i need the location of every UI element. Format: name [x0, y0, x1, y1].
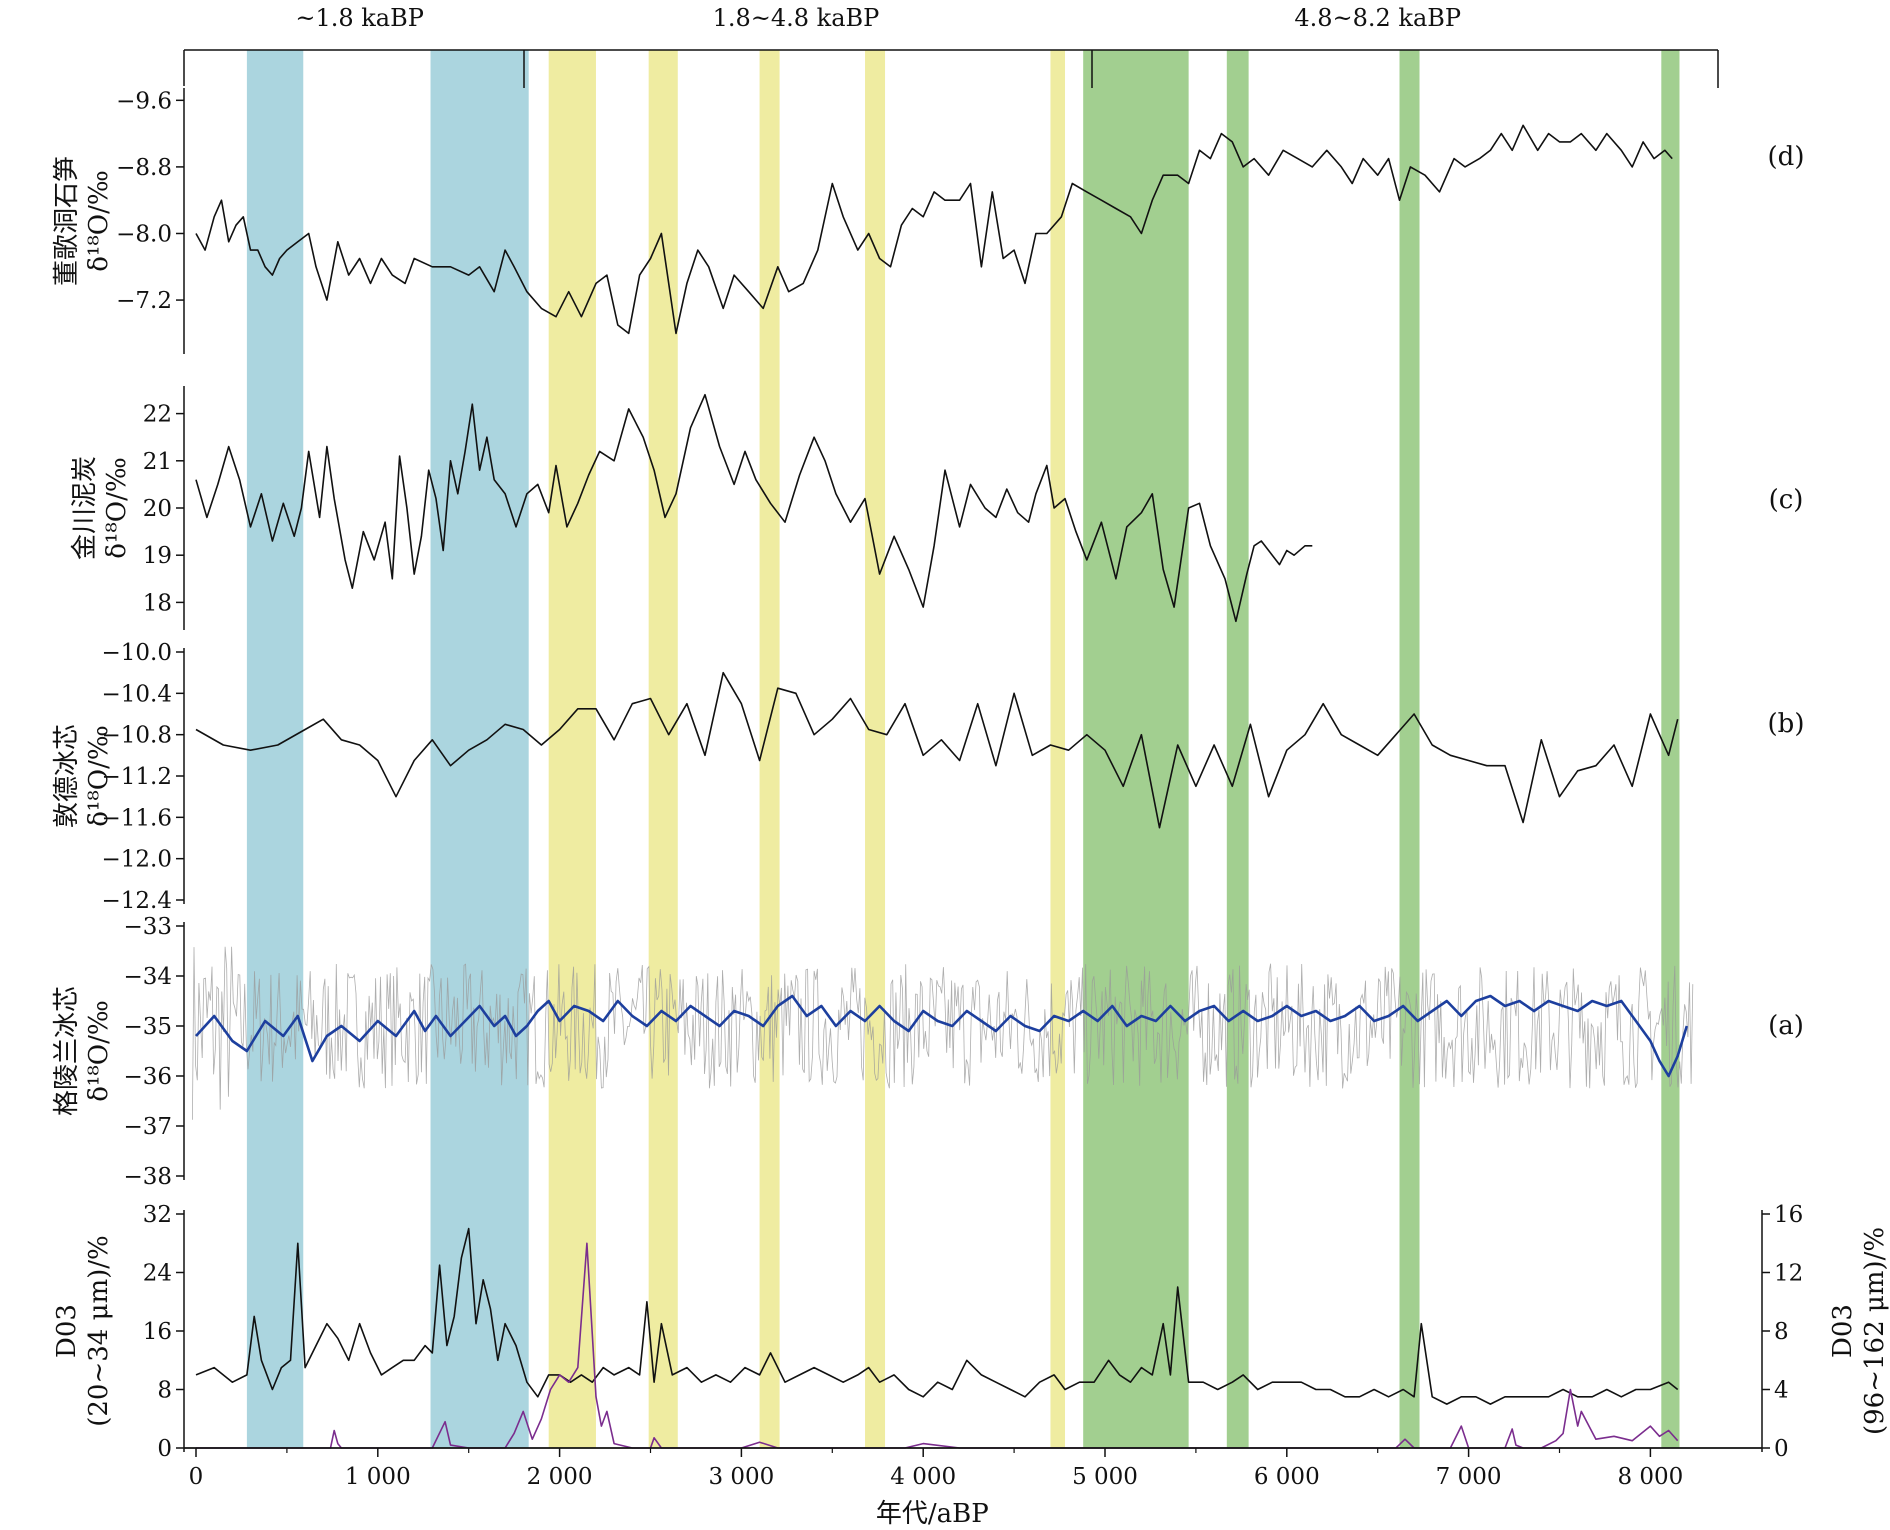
- panel-c-y-axis-tick-label-5: 22: [143, 402, 172, 428]
- x-tick-label-8: 7 000: [1436, 1464, 1502, 1490]
- panel-c-y-axis-tick-label-1: 18: [143, 590, 172, 616]
- panel-c-y-label-line-1: 金川泥炭: [70, 456, 100, 560]
- x-tick-label-2: 1 000: [345, 1464, 411, 1490]
- panel-c-y-label: 金川泥炭 δ¹⁸O/‰: [70, 456, 132, 560]
- panel-d03-y-axis-right-tick-label-1: 0: [1774, 1436, 1789, 1462]
- panel-a-y-label-line-1: 格陵兰冰芯: [52, 986, 82, 1116]
- panel-d03-y-label: D03 (20~34 μm)/%: [52, 1235, 114, 1427]
- shaded-band-6: [865, 50, 886, 1448]
- panel-d-series-1: [195, 124, 1673, 335]
- shaded-band-4: [648, 50, 678, 1448]
- panel-d: −7.2 −8.0 −8.8 −9.6 董歌洞石笋 δ¹⁸O/‰ (d): [52, 88, 1804, 354]
- panel-d03-y-axis-tick-label-5: 32: [143, 1202, 172, 1228]
- panel-a-y-label-line-2: δ¹⁸O/‰: [84, 1000, 114, 1101]
- panel-c-series-1: [195, 393, 1313, 623]
- panel-d03-y-axis-tick-label-3: 16: [143, 1319, 172, 1345]
- x-tick-label-5: 4 000: [890, 1464, 956, 1490]
- panel-a-y-label: 格陵兰冰芯 δ¹⁸O/‰: [52, 986, 114, 1116]
- panel-d-y-label-line-1: 董歌洞石笋: [52, 156, 82, 286]
- panel-c-y-axis: 18 19 20 21 22: [143, 386, 185, 630]
- panel-c-y-axis-tick-label-3: 20: [143, 496, 172, 522]
- x-tick-label-4: 3 000: [708, 1464, 774, 1490]
- shaded-bands: [246, 50, 1680, 1448]
- x-tick-label-6: 5 000: [1072, 1464, 1138, 1490]
- panel-a-y-axis-tick-label-2: −34: [123, 964, 172, 990]
- panel-d03-y-axis-right-tick-label-2: 4: [1774, 1378, 1789, 1404]
- panel-b-tag: (b): [1768, 709, 1805, 739]
- panel-b-y-axis-tick-label-5: −11.6: [102, 805, 172, 831]
- panel-b-y-label-line-2: δ¹⁸O/‰: [84, 725, 114, 826]
- panel-d03-y-label-right: D03 (96~162 μm)/%: [1828, 1227, 1890, 1435]
- panel-b-y-axis-tick-label-1: −10.0: [102, 640, 172, 666]
- panel-d03-y-axis-tick-label-2: 8: [157, 1378, 172, 1404]
- panel-d-y-axis-tick-label-2: −8.0: [116, 221, 172, 247]
- panel-c-y-axis-tick-label-2: 19: [143, 543, 172, 569]
- panel-d-y-axis: −7.2 −8.0 −8.8 −9.6: [116, 88, 185, 354]
- x-axis: 0 1 000 2 000 3 000 4 000 5 000 6 000 7 000 8 00…: [184, 1447, 1762, 1529]
- panel-d03-y-axis: 0 8 16 24 32: [143, 1202, 185, 1462]
- shaded-band-2: [430, 50, 529, 1448]
- panel-d03-y-axis-right-tick-label-3: 8: [1774, 1319, 1789, 1345]
- panel-d03-series-2: [196, 1242, 1679, 1449]
- panel-a-y-axis-tick-label-5: −37: [123, 1114, 172, 1140]
- panel-a-y-axis-tick-label-3: −35: [123, 1014, 172, 1040]
- panel-a-y-axis-tick-label-1: −33: [123, 914, 172, 940]
- panel-d03-y-axis-right: 0 4 8 12 16: [1761, 1202, 1803, 1462]
- x-tick-label-1: 0: [189, 1464, 204, 1490]
- x-tick-label-7: 6 000: [1254, 1464, 1320, 1490]
- panel-d03-series-1: [195, 1227, 1679, 1405]
- period-labels: ~1.8 kaBP 1.8~4.8 kaBP 4.8~8.2 kaBP: [183, 4, 1719, 88]
- panel-d03-y-axis-right-tick-label-5: 16: [1774, 1202, 1803, 1228]
- panel-d03-y-label-right-line-2: (96~162 μm)/%: [1860, 1227, 1890, 1435]
- panel-d-y-axis-tick-label-3: −8.8: [116, 155, 172, 181]
- panel-a-series-2: [195, 994, 1689, 1078]
- panel-d03-y-axis-tick-label-4: 24: [143, 1261, 172, 1287]
- panel-d-y-label-line-2: δ¹⁸O/‰: [84, 170, 114, 271]
- panel-b-y-axis-tick-label-2: −10.4: [102, 681, 172, 707]
- shaded-band-7: [1050, 50, 1066, 1448]
- panel-b-series-1: [195, 671, 1679, 829]
- panel-b-y-axis-tick-label-4: −11.2: [102, 764, 172, 790]
- period-label-3: 4.8~8.2 kaBP: [1294, 4, 1461, 32]
- panel-a-y-axis: −33 −34 −35 −36 −37 −38: [123, 914, 185, 1190]
- shaded-band-3: [548, 50, 596, 1448]
- panel-a-y-axis-tick-label-6: −38: [123, 1164, 172, 1190]
- panel-d03-y-axis-right-tick-label-4: 12: [1774, 1261, 1803, 1287]
- panel-a-series-1: [192, 946, 1694, 1120]
- panel-d03-y-label-line-1: D03: [52, 1304, 82, 1358]
- panel-b-y-label: 敦德冰芯 δ¹⁸O/‰: [52, 724, 114, 828]
- panel-d-y-label: 董歌洞石笋 δ¹⁸O/‰: [52, 156, 114, 286]
- panel-b: −10.0 −10.4 −10.8 −11.2 −11.6 −12.0 −12.4 敦德冰芯 δ…: [52, 640, 1804, 914]
- panel-b-y-axis-tick-label-3: −10.8: [102, 723, 172, 749]
- panel-c-tag: (c): [1769, 485, 1804, 515]
- panel-a: −33 −34 −35 −36 −37 −38 格陵兰冰芯 δ¹⁸O/‰ (a): [52, 914, 1804, 1190]
- panel-d-y-axis-tick-label-1: −7.2: [116, 288, 172, 314]
- panel-d-y-axis-tick-label-4: −9.6: [116, 88, 172, 114]
- panel-c-y-axis-tick-label-4: 21: [143, 449, 172, 475]
- x-tick-label-3: 2 000: [527, 1464, 593, 1490]
- panel-b-y-axis: −10.0 −10.4 −10.8 −11.2 −11.6 −12.0 −12.4: [102, 640, 185, 914]
- panel-c-y-label-line-2: δ¹⁸O/‰: [102, 457, 132, 558]
- panel-b-y-axis-tick-label-6: −12.0: [102, 847, 172, 873]
- panel-d03-y-label-right-line-1: D03: [1828, 1304, 1858, 1358]
- panel-a-tag: (a): [1768, 1011, 1804, 1041]
- shaded-band-5: [759, 50, 780, 1448]
- panel-a-y-axis-tick-label-4: −36: [123, 1064, 172, 1090]
- panel-b-y-label-line-1: 敦德冰芯: [52, 724, 82, 828]
- x-axis-label: 年代/aBP: [876, 1499, 989, 1529]
- panel-d03-y-label-line-2: (20~34 μm)/%: [84, 1235, 114, 1427]
- panel-d-tag: (d): [1768, 142, 1805, 172]
- panel-b-y-axis-tick-label-7: −12.4: [102, 888, 172, 914]
- shaded-band-10: [1399, 50, 1420, 1448]
- x-tick-label-9: 8 000: [1617, 1464, 1683, 1490]
- panel-c: 18 19 20 21 22 金川泥炭 δ¹⁸O/‰ (c): [70, 386, 1803, 630]
- panel-d03-y-axis-tick-label-1: 0: [157, 1436, 172, 1462]
- period-label-2: 1.8~4.8 kaBP: [713, 4, 880, 32]
- shaded-band-9: [1226, 50, 1249, 1448]
- period-label-1: ~1.8 kaBP: [295, 4, 424, 32]
